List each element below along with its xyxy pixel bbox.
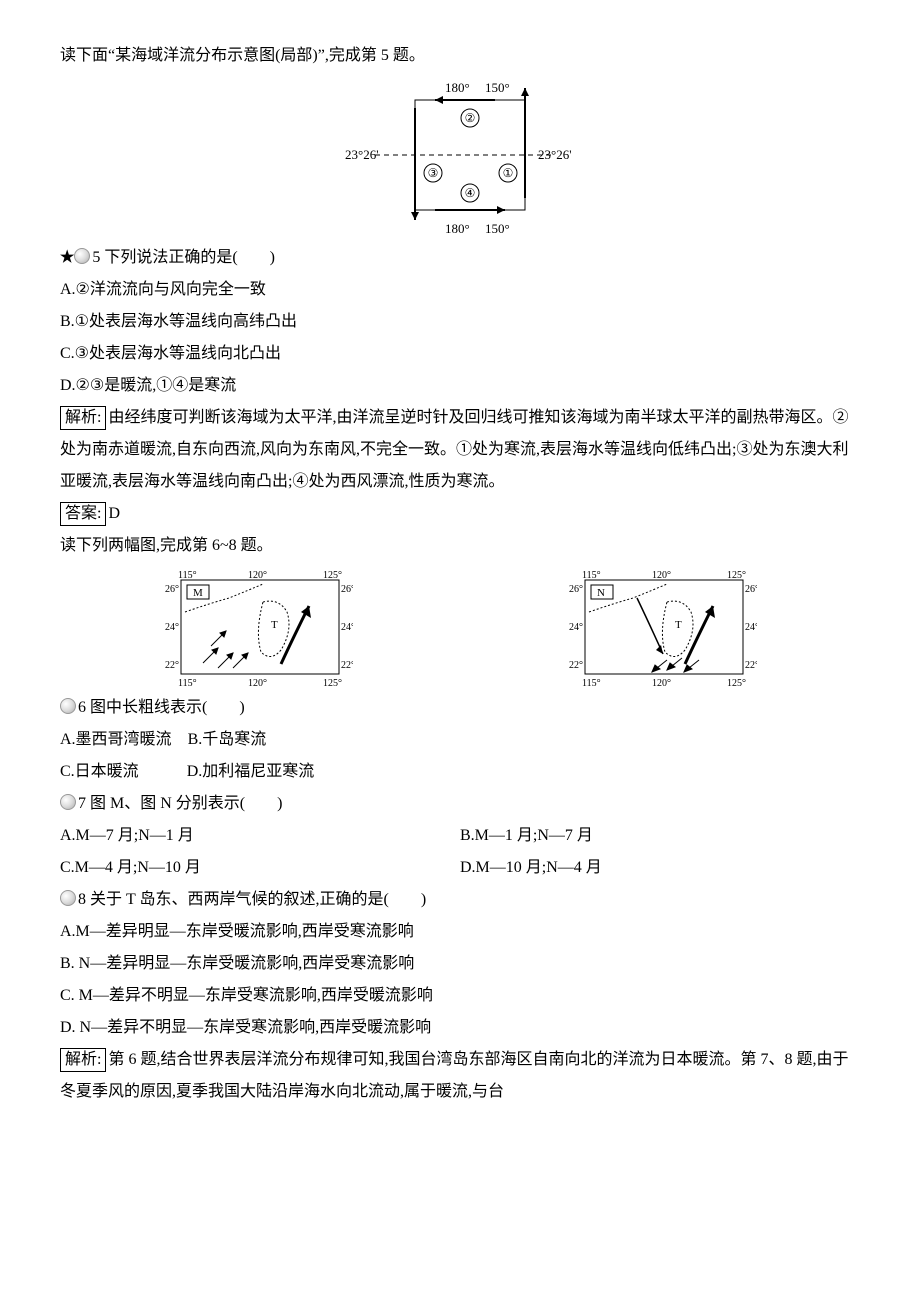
svg-text:120°: 120°: [248, 570, 267, 581]
svg-text:22°: 22°: [165, 660, 179, 671]
q5-explain: 解析:由经纬度可判断该海域为太平洋,由洋流呈逆时针及回归线可推知该海域为南半球太…: [60, 402, 860, 498]
figure-maps: 115°120°125° 115°120°125° 26°26° 24°24° …: [60, 568, 860, 688]
lat-left: 23°26': [345, 147, 379, 162]
svg-text:T: T: [675, 619, 682, 631]
svg-text:125°: 125°: [323, 570, 342, 581]
svg-text:26°: 26°: [745, 584, 757, 595]
svg-text:22°: 22°: [341, 660, 353, 671]
svg-text:24°: 24°: [569, 622, 583, 633]
arrow-top: [435, 96, 443, 104]
star-icon: ★: [60, 249, 74, 266]
q7-row1: A.M—7 月;N—1 月 B.M—1 月;N—7 月: [60, 820, 860, 852]
svg-text:120°: 120°: [652, 570, 671, 581]
lat-right: 23°26': [538, 147, 572, 162]
arrow-left: [411, 212, 419, 220]
svg-text:115°: 115°: [178, 570, 197, 581]
q8-text: 关于 T 岛东、西两岸气候的叙述,正确的是( ): [90, 891, 426, 908]
svg-text:125°: 125°: [727, 570, 746, 581]
map-m: 115°120°125° 115°120°125° 26°26° 24°24° …: [163, 568, 353, 688]
q8-opt-a: A.M—差异明显—东岸受暖流影响,西岸受寒流影响: [60, 916, 860, 948]
map-n: 115°120°125° 115°120°125° 26°26° 24°24° …: [567, 568, 757, 688]
q8-stem: 8 关于 T 岛东、西两岸气候的叙述,正确的是( ): [60, 884, 860, 916]
q6-c: C.日本暖流: [60, 763, 139, 780]
q6-b: B.千岛寒流: [188, 731, 267, 748]
svg-text:24°: 24°: [341, 622, 353, 633]
lon-top-1: 180°: [445, 80, 470, 95]
q6-num: 6: [78, 699, 86, 716]
q8-explain: 解析:第 6 题,结合世界表层洋流分布规律可知,我国台湾岛东部海区自南向北的洋流…: [60, 1044, 860, 1108]
svg-text:26°: 26°: [165, 584, 179, 595]
q7-text: 图 M、图 N 分别表示( ): [90, 795, 282, 812]
q8-opt-b: B. N—差异明显—东岸受暖流影响,西岸受寒流影响: [60, 948, 860, 980]
q7-b: B.M—1 月;N—7 月: [460, 820, 860, 852]
q8-jiexi-text: 第 6 题,结合世界表层洋流分布规律可知,我国台湾岛东部海区自南向北的洋流为日本…: [60, 1051, 848, 1100]
q6-opts-2: C.日本暖流 D.加利福尼亚寒流: [60, 756, 860, 788]
svg-text:22°: 22°: [745, 660, 757, 671]
node-4: ④: [465, 186, 476, 200]
q7-d: D.M—10 月;N—4 月: [460, 852, 860, 884]
svg-text:115°: 115°: [582, 570, 601, 581]
q6-d: D.加利福尼亚寒流: [187, 763, 315, 780]
bullet-icon: [60, 890, 76, 906]
q6-text: 图中长粗线表示( ): [90, 699, 245, 716]
q5-opt-c: C.③处表层海水等温线向北凸出: [60, 338, 860, 370]
svg-text:24°: 24°: [165, 622, 179, 633]
bullet-icon: [60, 698, 76, 714]
q6-stem: 6 图中长粗线表示( ): [60, 692, 860, 724]
svg-text:26°: 26°: [341, 584, 353, 595]
svg-text:120°: 120°: [652, 678, 671, 688]
bullet-icon: [74, 248, 90, 264]
svg-text:N: N: [597, 587, 605, 599]
q7-num: 7: [78, 795, 86, 812]
q7-stem: 7 图 M、图 N 分别表示( ): [60, 788, 860, 820]
q8-num: 8: [78, 891, 86, 908]
q5-num: 5: [92, 249, 100, 266]
q8-opt-c: C. M—差异不明显—东岸受寒流影响,西岸受暖流影响: [60, 980, 860, 1012]
q5-jiexi-text: 由经纬度可判断该海域为太平洋,由洋流呈逆时针及回归线可推知该海域为南半球太平洋的…: [60, 409, 848, 490]
q7-c: C.M—4 月;N—10 月: [60, 852, 460, 884]
node-2: ②: [465, 111, 476, 125]
arrow-bottom: [497, 206, 505, 214]
svg-text:125°: 125°: [727, 678, 746, 688]
q7-row2: C.M—4 月;N—10 月 D.M—10 月;N—4 月: [60, 852, 860, 884]
bullet-icon: [60, 794, 76, 810]
svg-text:115°: 115°: [178, 678, 197, 688]
lon-top-2: 150°: [485, 80, 510, 95]
svg-text:115°: 115°: [582, 678, 601, 688]
q5-text: 下列说法正确的是( ): [104, 249, 275, 266]
svg-text:26°: 26°: [569, 584, 583, 595]
svg-text:120°: 120°: [248, 678, 267, 688]
q5-stem: ★ 5 下列说法正确的是( ): [60, 242, 860, 274]
q7-a: A.M—7 月;N—1 月: [60, 820, 460, 852]
svg-text:24°: 24°: [745, 622, 757, 633]
lon-bot-1: 180°: [445, 221, 470, 236]
jiexi-label: 解析:: [60, 406, 106, 430]
figure-ocean-currents: 180° 150° 23°26' 23°26' ② ① ③ ④ 180° 150…: [60, 78, 860, 238]
svg-text:T: T: [271, 619, 278, 631]
q5-opt-a: A.②洋流流向与风向完全一致: [60, 274, 860, 306]
svg-text:M: M: [193, 587, 203, 599]
arrow-right: [521, 88, 529, 96]
jiexi-label: 解析:: [60, 1048, 106, 1072]
q5-opt-d: D.②③是暖流,①④是寒流: [60, 370, 860, 402]
ans-label: 答案:: [60, 502, 106, 526]
lon-bot-2: 150°: [485, 221, 510, 236]
svg-text:22°: 22°: [569, 660, 583, 671]
q5-opt-b: B.①处表层海水等温线向高纬凸出: [60, 306, 860, 338]
q6-a: A.墨西哥湾暖流: [60, 731, 172, 748]
node-3: ③: [428, 166, 439, 180]
intro-q68: 读下列两幅图,完成第 6~8 题。: [60, 530, 860, 562]
q5-answer: 答案:D: [60, 498, 860, 530]
q6-opts-1: A.墨西哥湾暖流 B.千岛寒流: [60, 724, 860, 756]
q5-ans-text: D: [108, 505, 120, 522]
node-1: ①: [503, 166, 514, 180]
q8-opt-d: D. N—差异不明显—东岸受寒流影响,西岸受暖流影响: [60, 1012, 860, 1044]
svg-text:125°: 125°: [323, 678, 342, 688]
intro-q5: 读下面“某海域洋流分布示意图(局部)”,完成第 5 题。: [60, 40, 860, 72]
